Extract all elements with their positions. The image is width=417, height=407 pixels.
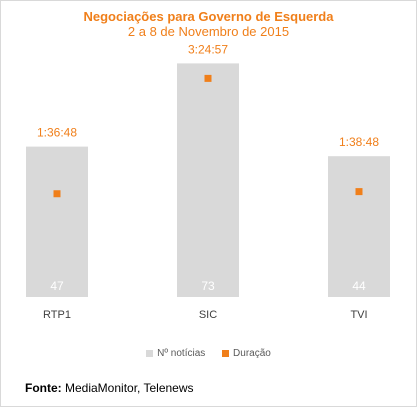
legend-swatch-duration	[222, 350, 230, 357]
category-label-tvi: TVI	[350, 309, 367, 321]
category-label-rtp1: RTP1	[43, 309, 71, 321]
source-label: Fonte:	[25, 381, 62, 395]
duration-label-rtp1: 1:36:48	[37, 126, 77, 140]
legend-item-news: Nº notícias	[146, 348, 205, 359]
category-label-sic: SIC	[199, 309, 217, 321]
bar-sic	[177, 63, 239, 298]
chart-title: Negociações para Governo de Esquerda	[83, 9, 334, 24]
duration-label-sic: 3:24:57	[188, 42, 228, 56]
bar-tvi	[328, 156, 390, 297]
legend-label-duration: Duração	[233, 348, 271, 359]
chart-subtitle: 2 a 8 de Novembro de 2015	[127, 24, 290, 39]
legend-label-news: Nº notícias	[157, 348, 206, 359]
bar-value-label-tvi: 44	[352, 279, 366, 293]
duration-marker-rtp1	[53, 190, 61, 198]
legend-item-duration: Duração	[222, 348, 271, 359]
duration-label-tvi: 1:38:48	[339, 135, 379, 149]
source-note: Fonte: MediaMonitor, Telenews	[25, 381, 194, 395]
source-text: MediaMonitor, Telenews	[65, 381, 194, 395]
bar-value-label-sic: 73	[201, 279, 215, 293]
chart-legend: Nº notícias Duração	[0, 348, 417, 360]
duration-marker-tvi	[355, 188, 363, 196]
bar-rtp1	[26, 146, 88, 297]
duration-marker-sic	[204, 74, 212, 82]
bar-value-label-rtp1: 47	[50, 279, 64, 293]
legend-swatch-news	[146, 350, 154, 357]
